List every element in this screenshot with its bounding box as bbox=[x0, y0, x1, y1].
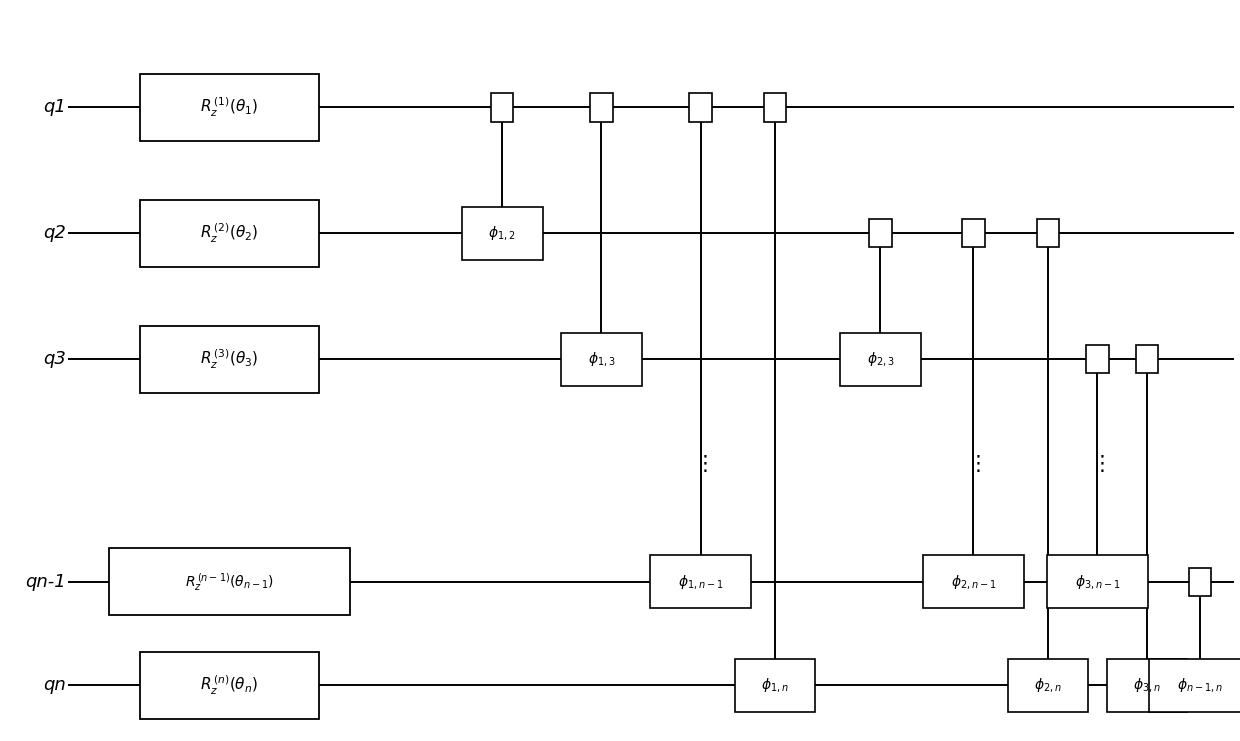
Text: $\phi_{n-1,n}$: $\phi_{n-1,n}$ bbox=[1177, 677, 1224, 694]
Bar bbox=[1189, 568, 1211, 596]
Bar bbox=[1086, 345, 1109, 373]
Text: $R_z^{\,(n-1)}(\theta_{n-1})$: $R_z^{\,(n-1)}(\theta_{n-1})$ bbox=[185, 571, 274, 593]
Bar bbox=[650, 555, 751, 608]
Bar bbox=[1107, 659, 1188, 712]
Bar bbox=[560, 333, 642, 386]
Text: q2: q2 bbox=[43, 225, 66, 242]
Text: $\phi_{2,n}$: $\phi_{2,n}$ bbox=[1034, 677, 1061, 694]
Text: qn-1: qn-1 bbox=[25, 573, 66, 591]
Text: $\phi_{2,3}$: $\phi_{2,3}$ bbox=[867, 350, 894, 368]
Text: $\phi_{3,n-1}$: $\phi_{3,n-1}$ bbox=[1075, 573, 1120, 591]
Text: $\phi_{1,n-1}$: $\phi_{1,n-1}$ bbox=[678, 573, 723, 591]
Bar bbox=[1149, 659, 1240, 712]
Bar bbox=[1047, 555, 1148, 608]
Bar bbox=[1007, 659, 1089, 712]
Bar bbox=[734, 659, 816, 712]
Bar bbox=[764, 93, 786, 122]
Bar bbox=[590, 93, 613, 122]
Text: q3: q3 bbox=[43, 350, 66, 368]
Text: $\phi_{1,3}$: $\phi_{1,3}$ bbox=[588, 350, 615, 368]
Text: $\phi_{1,n}$: $\phi_{1,n}$ bbox=[761, 677, 789, 694]
Text: $R_z^{\,(n)}(\theta_n)$: $R_z^{\,(n)}(\theta_n)$ bbox=[201, 674, 258, 697]
Bar bbox=[841, 333, 920, 386]
Bar bbox=[962, 219, 985, 247]
Bar bbox=[869, 219, 892, 247]
Text: $\phi_{2,n-1}$: $\phi_{2,n-1}$ bbox=[951, 573, 996, 591]
Bar bbox=[139, 200, 320, 267]
Text: $R_z^{\,(3)}(\theta_3)$: $R_z^{\,(3)}(\theta_3)$ bbox=[201, 348, 258, 371]
Text: $\phi_{3,n}$: $\phi_{3,n}$ bbox=[1133, 677, 1161, 694]
Bar bbox=[139, 652, 320, 719]
Text: qn: qn bbox=[43, 677, 66, 694]
Bar bbox=[923, 555, 1024, 608]
Text: q1: q1 bbox=[43, 99, 66, 116]
Text: $\vdots$: $\vdots$ bbox=[967, 453, 980, 473]
Bar bbox=[139, 74, 320, 141]
Bar bbox=[491, 93, 513, 122]
Bar bbox=[139, 326, 320, 393]
Text: $\phi_{1,2}$: $\phi_{1,2}$ bbox=[489, 225, 516, 242]
Bar bbox=[109, 548, 350, 615]
Text: $R_z^{\,(1)}(\theta_1)$: $R_z^{\,(1)}(\theta_1)$ bbox=[201, 96, 258, 119]
Bar bbox=[1037, 219, 1059, 247]
Text: $R_z^{\,(2)}(\theta_2)$: $R_z^{\,(2)}(\theta_2)$ bbox=[201, 222, 258, 245]
Bar bbox=[689, 93, 712, 122]
Text: $\vdots$: $\vdots$ bbox=[694, 453, 707, 473]
Text: $\vdots$: $\vdots$ bbox=[1091, 453, 1104, 473]
Bar bbox=[463, 207, 543, 260]
Bar bbox=[1136, 345, 1158, 373]
